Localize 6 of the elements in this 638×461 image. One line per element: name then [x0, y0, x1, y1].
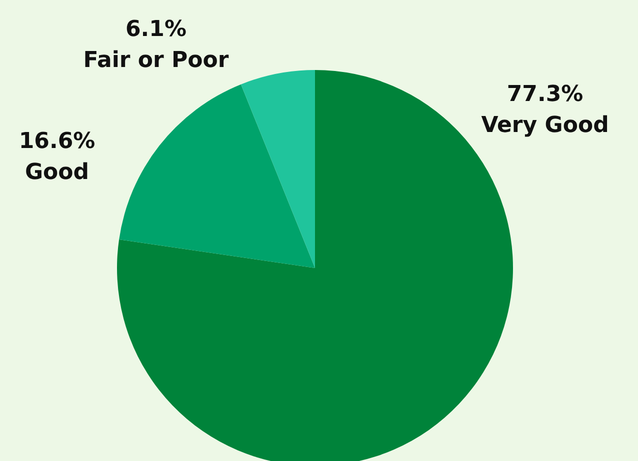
data-label: 6.1% — [125, 17, 187, 42]
data-label: 77.3% — [506, 82, 584, 107]
data-label: 16.6% — [18, 129, 96, 154]
slice-label: Good — [24, 160, 90, 185]
slice-label: Fair or Poor — [83, 48, 229, 73]
slice-label: Very Good — [481, 113, 609, 138]
